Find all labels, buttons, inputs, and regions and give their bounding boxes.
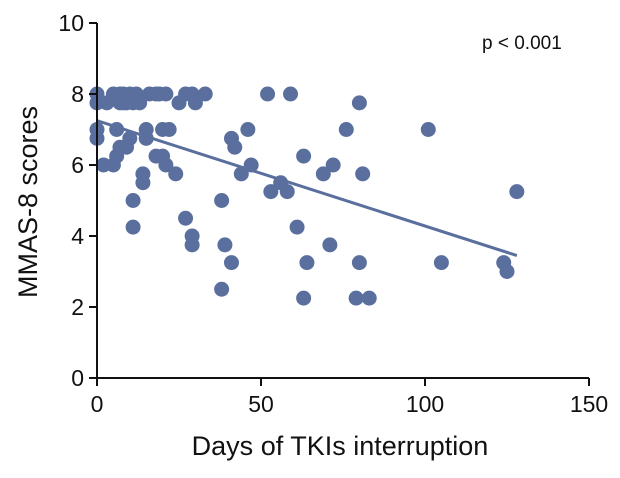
points-layer	[89, 86, 525, 306]
trendline-layer	[96, 119, 518, 257]
y-tick-label: 0	[71, 365, 84, 391]
data-point	[315, 166, 331, 182]
data-point	[299, 255, 315, 271]
y-tick-label: 2	[71, 294, 84, 320]
data-point	[138, 130, 154, 146]
data-point	[243, 157, 259, 173]
data-point	[125, 219, 141, 235]
p-value-annotation: p < 0.001	[482, 33, 562, 54]
data-point	[296, 148, 312, 164]
data-point	[161, 122, 177, 137]
data-point	[420, 122, 436, 137]
data-point	[158, 86, 174, 102]
data-point	[178, 210, 194, 226]
data-point	[348, 290, 364, 306]
data-point	[279, 184, 295, 200]
data-point	[197, 86, 213, 102]
data-point	[135, 175, 151, 191]
x-axis-title: Days of TKIs interruption	[192, 431, 489, 461]
y-tick-label: 10	[58, 10, 84, 36]
data-point	[132, 95, 148, 111]
data-point	[260, 86, 276, 102]
data-point	[289, 219, 305, 235]
data-point	[351, 95, 367, 111]
data-point	[296, 290, 312, 306]
data-point	[223, 255, 239, 271]
data-point	[125, 193, 141, 208]
data-point	[122, 130, 138, 146]
data-point	[433, 255, 449, 271]
y-tick-label: 4	[71, 223, 84, 249]
data-point	[499, 264, 515, 279]
data-point	[263, 184, 279, 200]
data-point	[240, 122, 256, 137]
data-point	[187, 95, 203, 111]
data-point	[283, 86, 299, 102]
y-tick-label: 8	[71, 81, 84, 107]
data-point	[338, 122, 354, 137]
data-point	[355, 166, 371, 182]
data-point	[184, 228, 200, 244]
data-point	[217, 237, 233, 253]
data-point	[168, 166, 184, 182]
x-tick-label: 0	[91, 391, 104, 417]
regression-line	[96, 119, 518, 257]
data-point	[509, 184, 525, 200]
data-point	[158, 157, 174, 173]
x-tick-label: 150	[570, 391, 608, 417]
data-point	[214, 281, 230, 297]
data-point	[325, 157, 341, 173]
data-point	[351, 255, 367, 271]
data-point	[233, 166, 249, 182]
data-point	[109, 122, 125, 137]
y-axis-title: MMAS-8 scores	[13, 106, 43, 298]
data-point	[322, 237, 338, 253]
data-point	[214, 193, 230, 208]
data-point	[227, 139, 243, 155]
y-tick-label: 6	[71, 152, 84, 178]
x-tick-label: 100	[406, 391, 444, 417]
x-tick-label: 50	[248, 391, 274, 417]
data-point	[361, 290, 377, 306]
